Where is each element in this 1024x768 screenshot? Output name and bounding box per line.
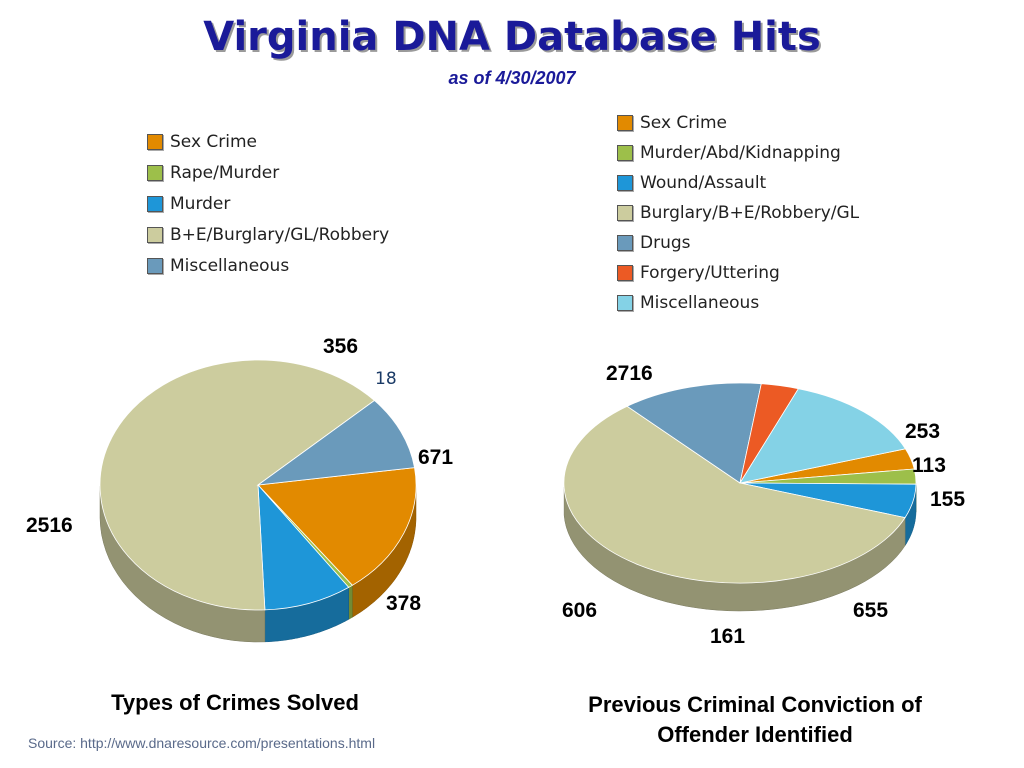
- pie-charts: 671 18 356 2516 378 155 113 253 2716 606 161 655: [26, 335, 965, 648]
- legend-swatch: [147, 257, 163, 274]
- slice-value-label: 161: [710, 625, 745, 648]
- right-chart-caption: Previous Criminal Conviction of Offender…: [588, 692, 922, 747]
- legend-label: Sex Crime: [170, 131, 258, 152]
- legend-label: Murder: [170, 193, 231, 214]
- legend-swatch: [617, 235, 633, 251]
- slice-value-label: 606: [562, 599, 597, 622]
- legend-label: Miscellaneous: [170, 255, 290, 276]
- source-note: Source: http://www.dnaresource.com/prese…: [28, 735, 376, 751]
- legend-swatch: [617, 145, 633, 161]
- legend-item: Sex Crime: [147, 126, 389, 157]
- slice-value-label: 671: [418, 446, 453, 469]
- slice-value-label: 155: [930, 488, 965, 511]
- legend-item: B+E/Burglary/GL/Robbery: [147, 219, 389, 250]
- legend-label: Sex Crime: [640, 113, 728, 133]
- legend-swatch: [617, 295, 633, 311]
- pie-slice: [256, 399, 415, 486]
- legend-item: Sex Crime: [617, 108, 859, 138]
- legend-label: B+E/Burglary/GL/Robbery: [170, 224, 390, 245]
- legend-item: Drugs: [617, 228, 859, 258]
- pie-slice: [563, 405, 906, 584]
- legend-item: Burglary/B+E/Robbery/GL: [617, 198, 859, 228]
- slice-value-label: 2516: [26, 514, 73, 537]
- legend-swatch: [617, 175, 633, 191]
- legend-item: Rape/Murder: [147, 157, 389, 188]
- legend-label: Murder/Abd/Kidnapping: [640, 143, 841, 163]
- legend-label: Burglary/B+E/Robbery/GL: [640, 203, 860, 223]
- legend-swatch: [147, 133, 163, 150]
- legend-swatch: [147, 226, 163, 243]
- legend-right: Sex Crime Murder/Abd/Kidnapping Wound/As…: [617, 108, 859, 318]
- left-chart-caption: Types of Crimes Solved: [111, 690, 359, 715]
- legend-item: Miscellaneous: [617, 288, 859, 318]
- pie-side-wall: [348, 585, 353, 621]
- slice-value-label: 356: [323, 335, 358, 358]
- legend-swatch: [147, 195, 163, 212]
- slice-value-label: 113: [912, 454, 946, 477]
- legend-label: Rape/Murder: [170, 162, 280, 183]
- slice-value-label: 378: [386, 592, 421, 615]
- chart-subtitle: as of 4/30/2007: [448, 68, 576, 88]
- legend-swatch: [617, 265, 633, 281]
- pie-previous-conviction: 155 113 253 2716 606 161 655: [562, 362, 965, 648]
- legend-label: Drugs: [640, 233, 691, 253]
- slice-value-label: 18: [375, 369, 397, 389]
- legend-item: Miscellaneous: [147, 250, 389, 281]
- legend-label: Forgery/Uttering: [640, 263, 780, 283]
- pie-slice: [257, 483, 350, 611]
- slice-value-label: 2716: [606, 362, 653, 385]
- slice-value-label: 655: [853, 599, 888, 622]
- legend-label: Wound/Assault: [640, 173, 767, 193]
- legend-item: Murder: [147, 188, 389, 219]
- chart-title: Virginia DNA Database Hits: [203, 14, 821, 60]
- legend-swatch: [617, 115, 633, 131]
- legend-label: Miscellaneous: [640, 293, 760, 313]
- pie-slice: [257, 467, 417, 586]
- pie-slice: [739, 388, 907, 484]
- legend-item: Forgery/Uttering: [617, 258, 859, 288]
- legend-item: Murder/Abd/Kidnapping: [617, 138, 859, 168]
- pie-slice: [99, 359, 376, 611]
- legend-left: Sex Crime Rape/Murder Murder B+E/Burglar…: [147, 126, 389, 281]
- legend-item: Wound/Assault: [617, 168, 859, 198]
- pie-crimes-solved: 671 18 356 2516 378: [26, 335, 453, 643]
- legend-swatch: [147, 164, 163, 181]
- slice-value-label: 253: [905, 420, 940, 443]
- legend-swatch: [617, 205, 633, 221]
- pie-slice: [626, 382, 762, 484]
